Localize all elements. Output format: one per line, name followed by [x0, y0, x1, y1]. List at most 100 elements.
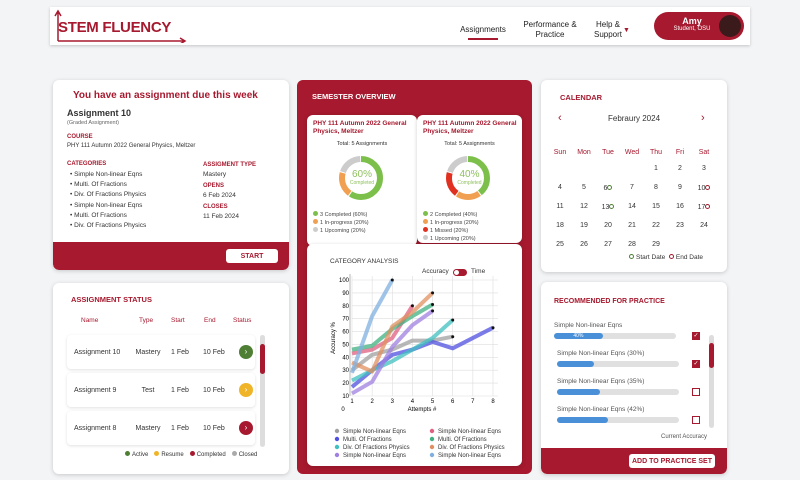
calendar-day[interactable]: 16 — [676, 203, 684, 210]
open-assignment-arrow-icon[interactable]: › — [239, 383, 253, 397]
calendar-day[interactable]: 22 — [652, 222, 660, 229]
completion-label: Completed — [457, 180, 482, 186]
logo[interactable]: STEM FLUENCY — [58, 19, 172, 36]
calendar-day[interactable]: 27 — [604, 241, 612, 248]
legend-label: Multi. Of Fractions — [438, 437, 487, 443]
donut-legend-item: 1 Upcoming (20%) — [313, 227, 369, 235]
chevron-left-icon[interactable]: ‹ — [558, 112, 562, 124]
table-row[interactable]: Assignment 10 Mastery 1 Feb 10 Feb › — [67, 335, 255, 369]
legend-marker — [429, 428, 435, 434]
course-value: PHY 111 Autumn 2022 General Physics, Mel… — [67, 143, 196, 149]
chevron-right-icon[interactable]: › — [701, 112, 705, 124]
calendar-day[interactable]: 8 — [654, 184, 658, 191]
calendar-day[interactable]: 3 — [702, 165, 706, 172]
category-title: CATEGORY ANALYSIS — [330, 258, 399, 265]
calendar-day[interactable]: 19 — [580, 222, 588, 229]
row-name: Assignment 10 — [74, 348, 121, 356]
assignment-name: Assignment 10 — [67, 108, 132, 118]
calendar-day[interactable]: 6 — [596, 181, 620, 200]
weekday-label: Mon — [577, 148, 591, 156]
calendar-day[interactable]: 2 — [678, 165, 682, 172]
calendar-day[interactable]: 21 — [628, 222, 636, 229]
legend-marker — [334, 428, 340, 434]
calendar-day[interactable]: 28 — [628, 241, 636, 248]
current-accuracy-label: Current Accuracy — [661, 434, 708, 440]
calendar-day[interactable]: 17 — [692, 200, 716, 219]
donut-legend-item: 1 In-progress (20%) — [313, 219, 369, 227]
accuracy-time-toggle[interactable] — [453, 269, 467, 276]
scrollbar[interactable] — [260, 335, 265, 447]
legend-label: Simple Non-linear Eqns — [343, 453, 406, 459]
legend-marker — [429, 444, 435, 450]
donut-legend-item: 1 In-progress (20%) — [423, 219, 479, 227]
calendar-day[interactable]: 10 — [692, 181, 716, 200]
y-tick-label: 90 — [342, 291, 349, 297]
scrollbar[interactable] — [709, 335, 714, 428]
completion-label: Completed — [349, 180, 375, 186]
start-button[interactable]: START — [226, 249, 278, 263]
calendar-day[interactable]: 24 — [700, 222, 708, 229]
calendar-card: CALENDAR ‹ Febraury 2024 › Sun Mon Tue Wed T… — [541, 80, 727, 272]
accuracy-bar-fill — [557, 417, 609, 423]
calendar-day[interactable]: 12 — [580, 203, 588, 210]
practice-card: RECOMMENDED FOR PRACTICE Simple Non-line… — [541, 282, 727, 474]
accuracy-bar-fill: 40% — [554, 333, 603, 339]
calendar-day[interactable]: 18 — [556, 222, 564, 229]
type-value: Mastery — [203, 171, 227, 178]
open-assignment-arrow-icon[interactable]: › — [239, 345, 253, 359]
y-tick-label: 60 — [342, 330, 349, 336]
row-type: Mastery — [135, 348, 161, 356]
nav-assignments[interactable]: Assignments — [458, 25, 508, 40]
practice-checkbox[interactable] — [692, 416, 700, 424]
calendar-day[interactable]: 23 — [676, 222, 684, 229]
calendar-day[interactable]: 20 — [604, 222, 612, 229]
calendar-day[interactable]: 25 — [556, 241, 564, 248]
open-assignment-arrow-icon[interactable]: › — [239, 421, 253, 435]
add-to-practice-set-button[interactable]: ADD TO PRACTICE SET — [629, 454, 715, 468]
nav-performance[interactable]: Performance & Practice — [523, 20, 577, 39]
table-row[interactable]: Assignment 9 Test 1 Feb 10 Feb › — [67, 373, 255, 407]
calendar-day[interactable]: 5 — [582, 184, 586, 191]
x-tick-label: 6 — [451, 399, 455, 405]
donut-segment — [339, 156, 383, 200]
accuracy-bar — [557, 417, 679, 423]
series-end-point — [431, 309, 435, 313]
calendar-day[interactable]: 29 — [652, 241, 660, 248]
row-end: 10 Feb — [203, 424, 225, 432]
category-chart: 1 2 3 4 5 6 7 8 10 20 30 40 50 60 70 80 90 100 0 Attempts #… — [331, 274, 505, 459]
practice-checkbox[interactable] — [692, 388, 700, 396]
legend-item: Closed — [231, 451, 257, 458]
course-overview-card[interactable]: PHY 111 Autumn 2022 General Physics, Mel… — [417, 115, 522, 243]
practice-item-label: Simple Non-linear Eqns — [554, 322, 623, 329]
user-profile[interactable]: Amy Student, OSU — [654, 12, 744, 40]
legend-marker — [429, 452, 435, 458]
legend-marker — [334, 444, 340, 450]
calendar-day[interactable]: 7 — [630, 184, 634, 191]
accuracy-bar-fill — [557, 389, 600, 395]
y-tick-label: 20 — [342, 381, 349, 387]
practice-checkbox[interactable]: ✓ — [692, 332, 700, 340]
closes-label: CLOSES — [203, 204, 228, 210]
calendar-day[interactable]: 26 — [580, 241, 588, 248]
calendar-day[interactable]: 9 — [678, 184, 682, 191]
row-name: Assignment 9 — [74, 386, 117, 394]
calendar-day[interactable]: 1 — [654, 165, 658, 172]
calendar-day[interactable]: 13 — [596, 200, 620, 219]
donut-legend-item: 2 Completed (40%) — [423, 211, 479, 219]
course-overview-card[interactable]: PHY 111 Autumn 2022 General Physics, Mel… — [307, 115, 417, 246]
calendar-day[interactable]: 15 — [652, 203, 660, 210]
chevron-down-icon[interactable]: ▼ — [623, 27, 630, 34]
start-date-icon — [629, 254, 634, 259]
category-item: • Div. Of Fractions Physics — [70, 222, 147, 230]
calendar-day[interactable]: 11 — [556, 203, 564, 210]
calendar-day[interactable]: 4 — [558, 184, 562, 191]
practice-checkbox[interactable]: ✓ — [692, 360, 700, 368]
categories-label: CATEGORIES — [67, 161, 107, 167]
accuracy-bar: 40% — [554, 333, 676, 339]
opens-value: 6 Feb 2024 — [203, 192, 236, 199]
nav-help[interactable]: Help & Support — [593, 20, 623, 39]
calendar-day[interactable]: 14 — [628, 203, 636, 210]
course-label: COURSE — [67, 134, 93, 140]
legend-label: Simple Non-linear Eqns — [438, 453, 501, 459]
table-row[interactable]: Assignment 8 Mastery 1 Feb 10 Feb › — [67, 411, 255, 445]
